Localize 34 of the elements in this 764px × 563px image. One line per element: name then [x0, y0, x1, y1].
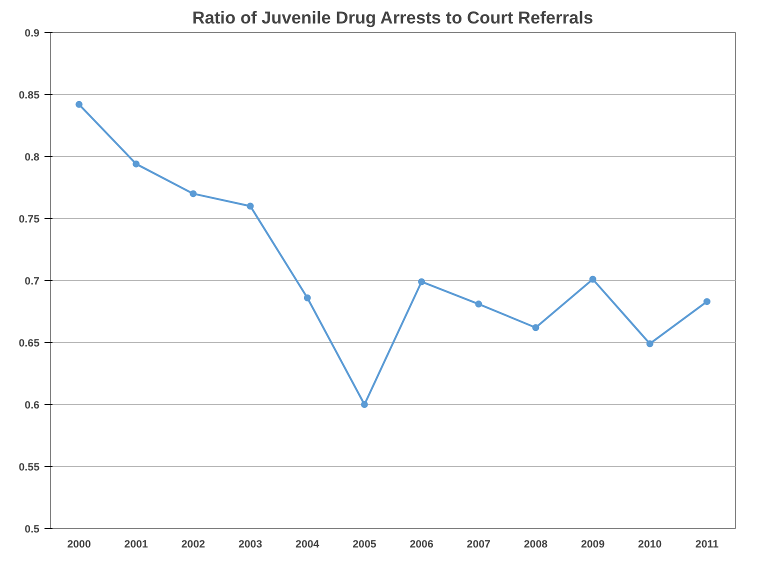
point — [703, 298, 710, 306]
chart-title: Ratio of Juvenile Drug Arrests to Court Referrals — [192, 8, 594, 28]
point — [76, 100, 83, 108]
y-tick-label: 0.8 — [24, 152, 40, 164]
point — [589, 276, 596, 283]
x-tick-label: 2000 — [67, 538, 91, 550]
point — [304, 294, 311, 302]
point — [132, 160, 140, 168]
y-tick-label: 0.75 — [18, 214, 40, 226]
x-tick-label: 2005 — [352, 538, 376, 550]
x-tick-label: 2009 — [580, 538, 605, 550]
point — [532, 324, 540, 332]
x-tick-label: 2008 — [524, 538, 548, 550]
x-tick-label: 2002 — [181, 538, 206, 550]
x-tick-label: 2007 — [466, 538, 491, 550]
y-tick-label: 0.65 — [18, 338, 40, 350]
x-tick-label: 2006 — [410, 538, 434, 550]
point — [246, 202, 254, 210]
point — [646, 340, 654, 348]
y-tick-label: 0.7 — [24, 276, 40, 288]
y-tick-label: 0.9 — [24, 28, 40, 40]
y-tick-label: 0.55 — [18, 462, 40, 474]
y-tick-label: 0.5 — [24, 524, 40, 536]
y-tick-label: 0.85 — [18, 90, 40, 102]
x-tick-label: 2003 — [238, 538, 262, 550]
x-tick-label: 2001 — [124, 538, 148, 550]
point — [190, 190, 197, 198]
x-tick-label: 2011 — [695, 538, 719, 550]
x-tick-label: 2010 — [638, 538, 662, 550]
point — [360, 401, 368, 408]
y-tick-label: 0.6 — [24, 400, 40, 412]
x-tick-label: 2004 — [296, 538, 320, 550]
point — [475, 300, 482, 308]
point — [418, 278, 426, 286]
